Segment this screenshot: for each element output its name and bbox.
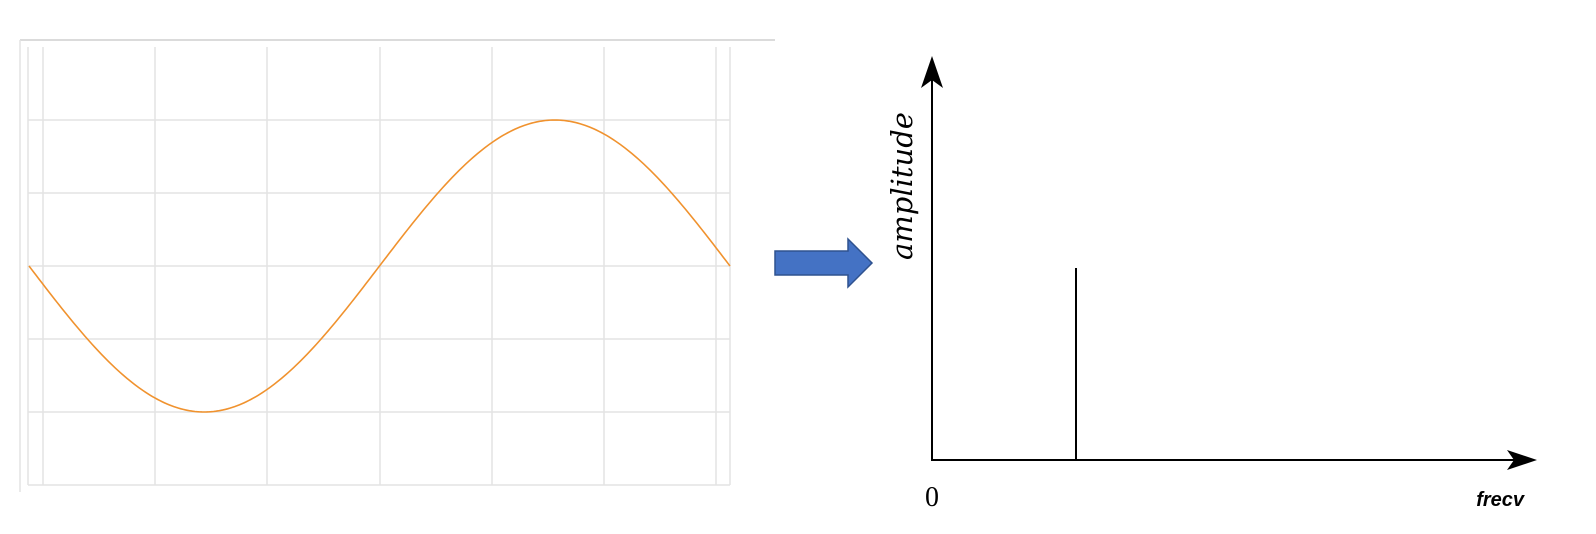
time-domain-panel bbox=[19, 39, 775, 492]
origin-label: 0 bbox=[925, 482, 939, 513]
sine-wave bbox=[28, 119, 731, 413]
time-grid bbox=[19, 39, 775, 492]
x-axis-arrowhead bbox=[1507, 450, 1537, 470]
transform-arrow bbox=[774, 237, 874, 289]
y-axis-arrowhead bbox=[921, 56, 943, 88]
y-axis-label: amplitude bbox=[885, 112, 919, 260]
frequency-domain-panel: amplitude 0 frecv bbox=[885, 56, 1537, 513]
x-axis-label: frecv bbox=[1476, 489, 1526, 511]
